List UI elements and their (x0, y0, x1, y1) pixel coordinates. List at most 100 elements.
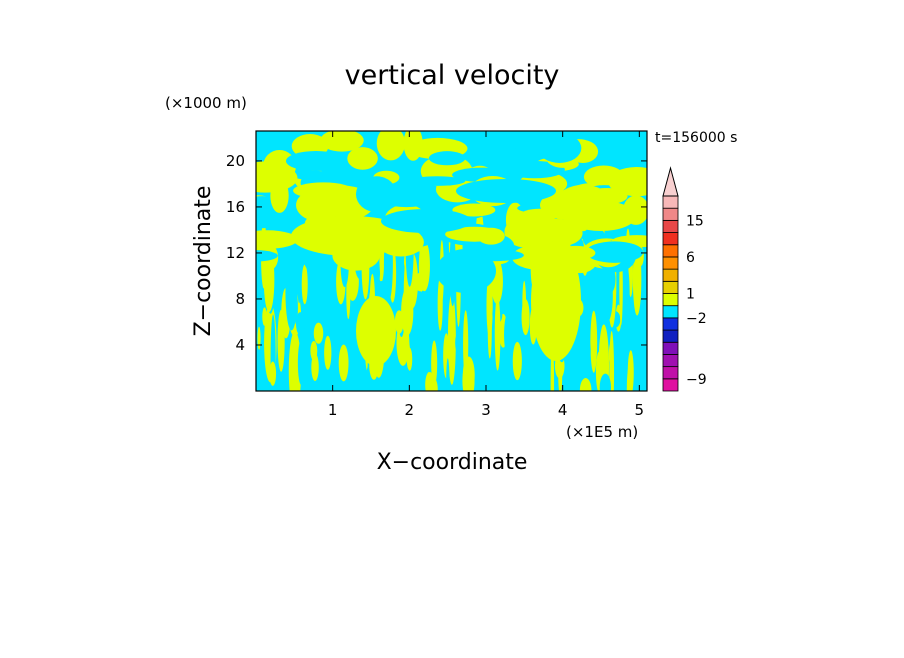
positive-velocity-field (256, 131, 647, 391)
contour-cell (447, 293, 456, 385)
y-tick-label: 8 (235, 290, 245, 308)
colorbar-swatch (662, 354, 679, 368)
colorbar-swatch (662, 280, 679, 294)
y-tick-label: 12 (226, 244, 245, 262)
contour-cell (288, 331, 302, 391)
contour-cell (256, 162, 298, 193)
colorbar-swatch (662, 341, 679, 355)
contour-cell (437, 277, 443, 331)
contour-cell (291, 216, 411, 256)
plot-area (256, 131, 647, 391)
y-unit-label: (×1000 m) (165, 94, 247, 112)
contour-cell (456, 179, 556, 203)
contour-cell (626, 363, 633, 391)
colorbar-swatch (662, 244, 679, 258)
contour-cell (608, 167, 647, 197)
colorbar-label: 6 (686, 250, 695, 266)
contour-cell (537, 133, 582, 163)
colorbar-swatch (662, 366, 679, 380)
colorbar-swatch (662, 256, 679, 270)
contour-cell (324, 335, 332, 370)
x-tick-label: 1 (328, 401, 338, 419)
colorbar-swatch (662, 317, 679, 331)
contour-cell (581, 337, 591, 365)
contour-cell (313, 322, 324, 344)
contour-cell (286, 151, 346, 171)
x-tick-label: 4 (558, 401, 568, 419)
x-tick-label: 3 (481, 401, 491, 419)
contour-cell (374, 185, 439, 208)
contour-cell (408, 176, 466, 186)
x-axis-title: X−coordinate (377, 450, 528, 475)
plot-frame (255, 130, 648, 392)
contour-cell (494, 295, 501, 371)
x-tick-label: 2 (405, 401, 415, 419)
contour-cell (585, 241, 644, 263)
contour-cell (332, 309, 340, 367)
contour-cell (296, 187, 355, 223)
y-tick-label: 20 (226, 152, 245, 170)
contour-cell (436, 249, 496, 293)
x-unit-label: (×1E5 m) (566, 423, 638, 441)
colorbar-extend-arrow (662, 166, 679, 197)
contour-cell (620, 259, 630, 330)
colorbar-swatch (662, 232, 679, 246)
contour-cell (257, 326, 261, 350)
contour-cell (467, 138, 512, 166)
contour-cell (269, 361, 277, 386)
y-axis: 4 8 12 16 20 (226, 152, 647, 354)
colorbar-swatch (662, 293, 679, 307)
contour-cell (347, 147, 378, 170)
contour-cell (615, 339, 625, 391)
contour-cell (285, 253, 298, 331)
contour-cell (566, 201, 636, 231)
colorbar-swatch (662, 207, 679, 221)
contour-cell (520, 208, 560, 221)
contour-cell (477, 227, 505, 245)
contour-cell (504, 160, 565, 179)
contour-cell (381, 209, 471, 233)
contour-cell (524, 371, 536, 391)
contour-cell (468, 367, 472, 391)
contour-cell (608, 342, 614, 366)
contour-cell (277, 309, 285, 372)
contour-cell (598, 324, 610, 391)
contour-cell (455, 332, 462, 354)
contour-cell (579, 378, 592, 391)
y-axis-title: Z−coordinate (191, 186, 216, 337)
y-tick-label: 4 (235, 336, 245, 354)
contour-cell (301, 264, 308, 305)
colorbar-label: −9 (686, 372, 707, 388)
colorbar-label: 15 (686, 213, 704, 229)
contour-cell (311, 353, 319, 382)
time-label: t=156000 s (655, 130, 737, 146)
contour-cell (407, 347, 413, 371)
contour-cell (599, 373, 612, 391)
contour-cell (452, 203, 496, 217)
contour-cell (376, 131, 405, 161)
colorbar-swatch (662, 219, 679, 233)
colorbar-label: −2 (686, 311, 707, 327)
contour-cell (531, 241, 581, 361)
contour-cell (446, 358, 450, 391)
colorbar-swatch (662, 305, 679, 319)
colorbar: 15 6 1 −2 −9 (662, 166, 707, 392)
contour-cell (416, 329, 422, 361)
colorbar-swatch (662, 268, 679, 282)
contour-cell (297, 340, 305, 385)
contour-cell (401, 287, 414, 336)
x-tick-label: 5 (635, 401, 645, 419)
contour-cell (403, 131, 423, 161)
contour-cell (473, 314, 485, 355)
contour-cell (522, 280, 527, 329)
colorbar-swatch (662, 378, 679, 392)
y-tick-label: 16 (226, 198, 245, 216)
contour-cell (504, 313, 512, 356)
contour-cell (629, 132, 647, 168)
contour-cell (356, 296, 396, 366)
contour-cell (428, 151, 466, 166)
contour-cell (493, 370, 497, 391)
chart-title: vertical velocity (345, 60, 560, 91)
